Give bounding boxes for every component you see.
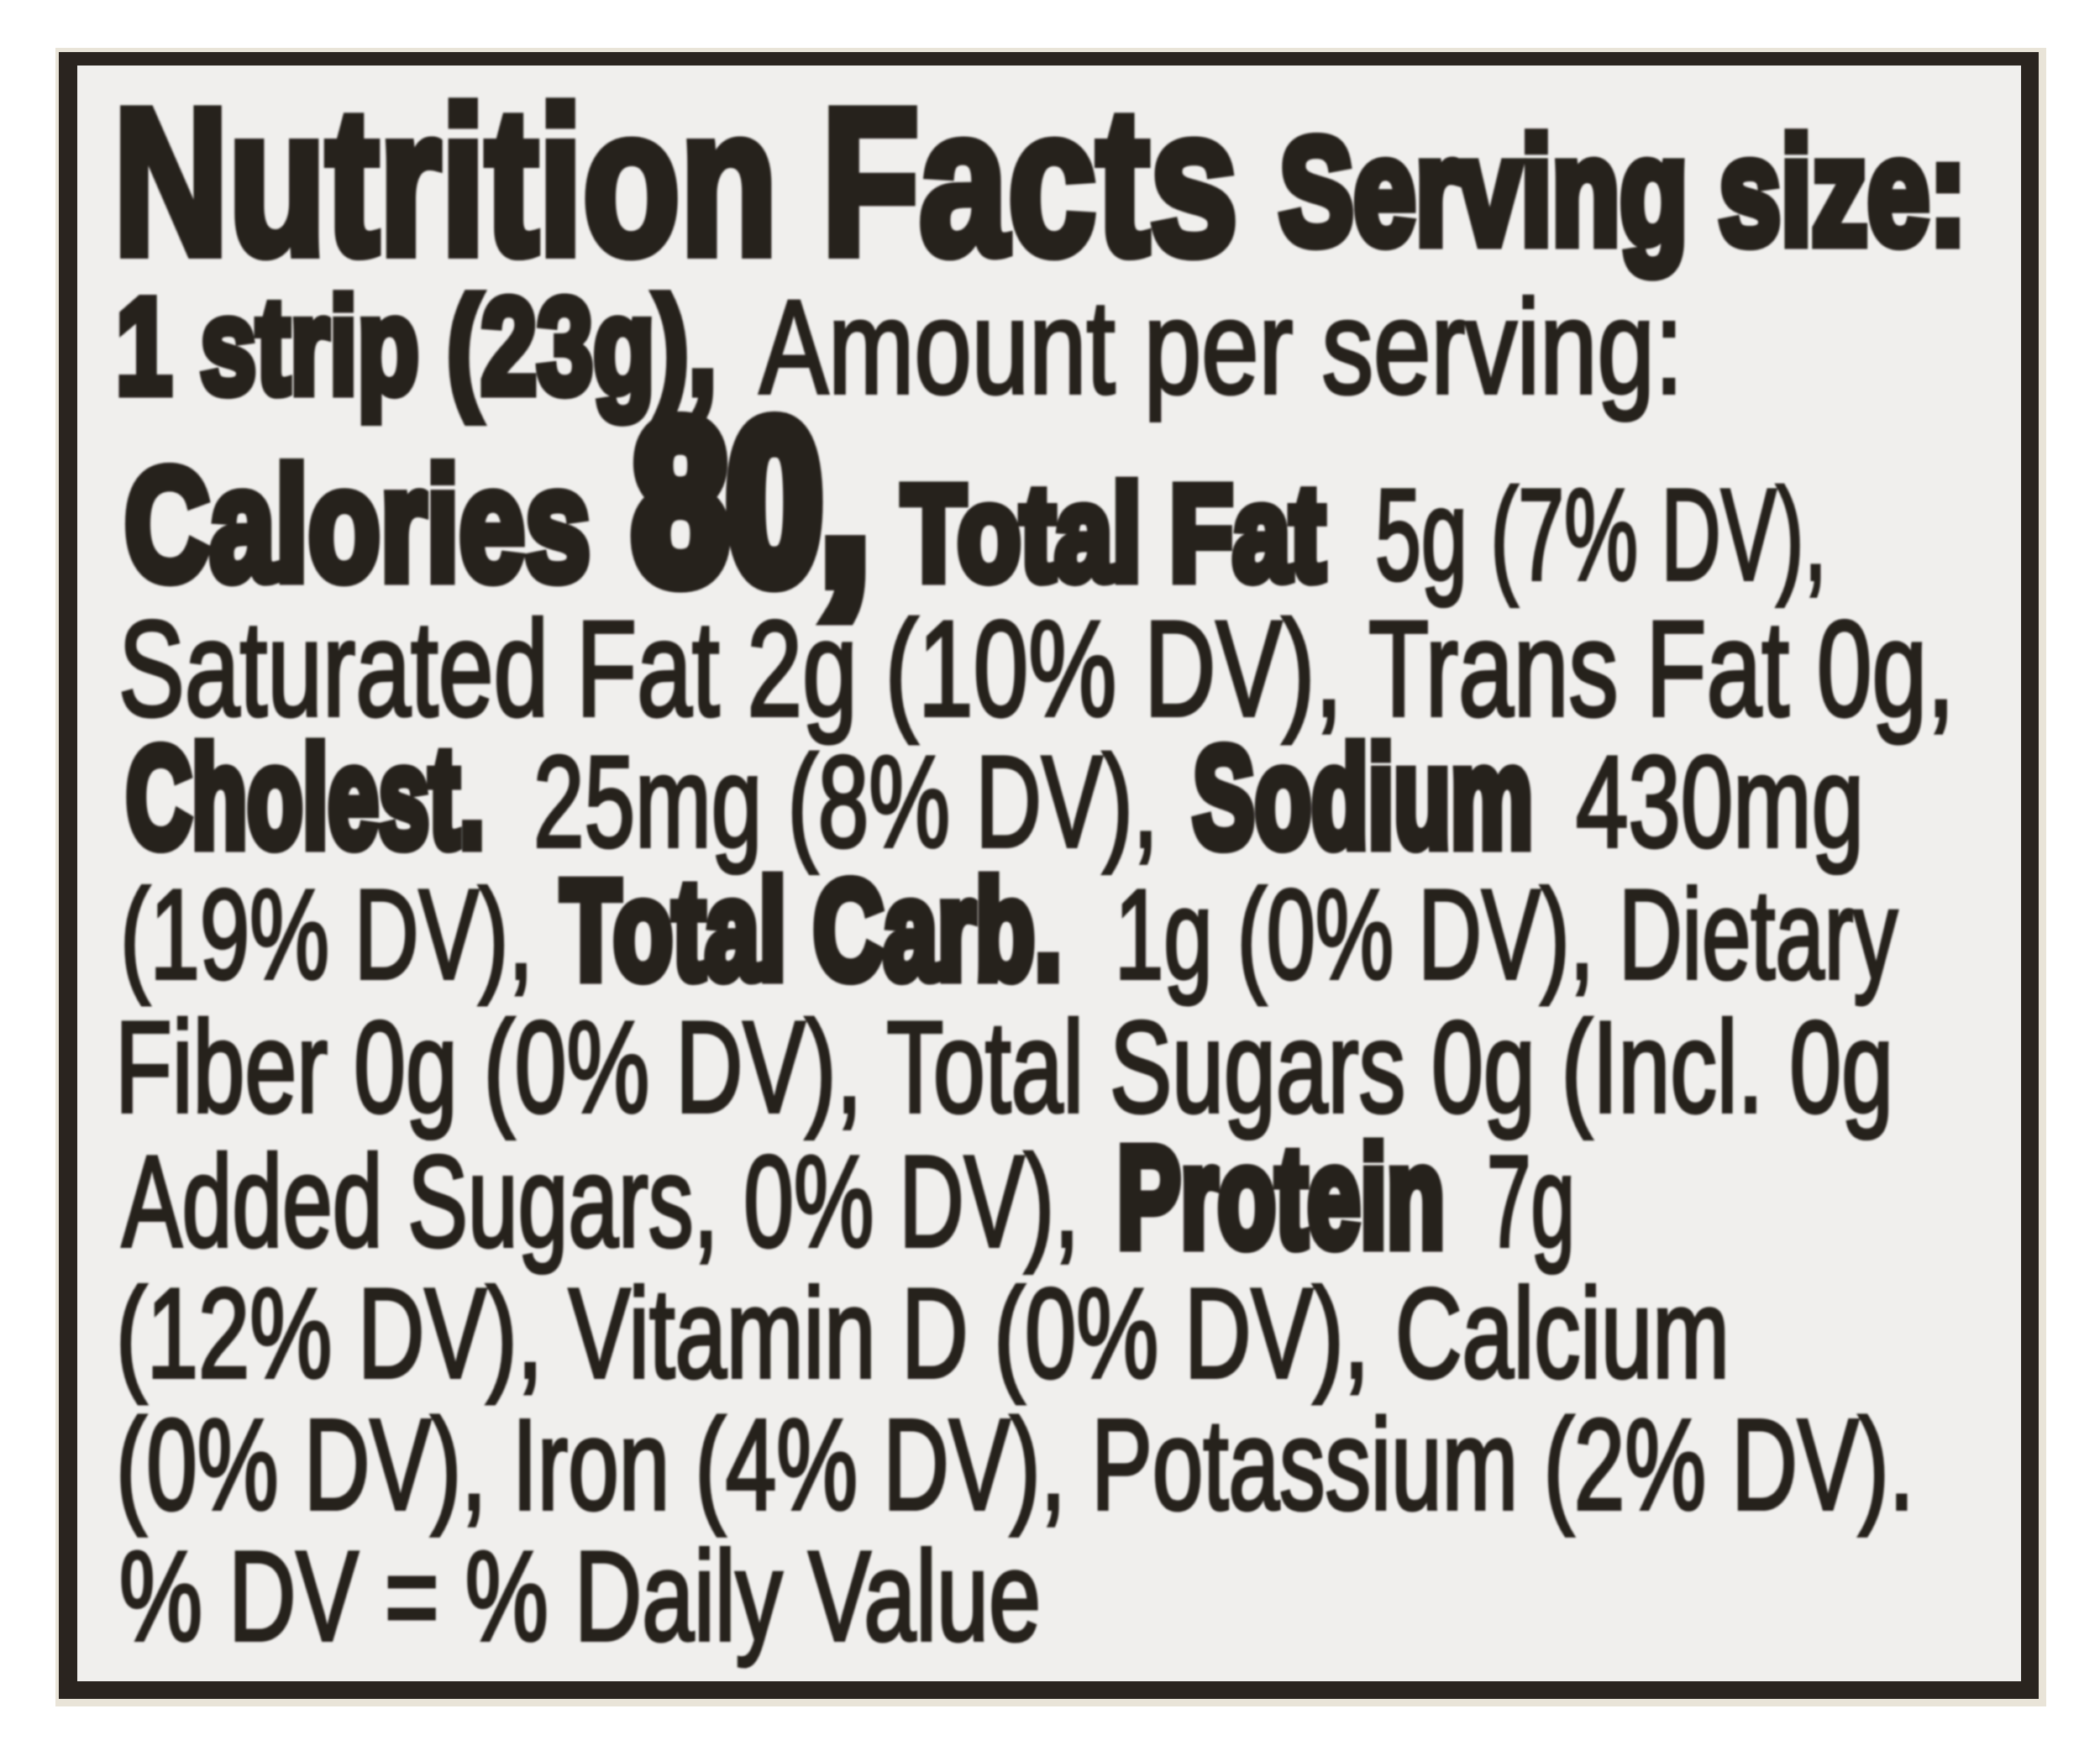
- svg-text:Total Fat: Total Fat: [902, 458, 1325, 608]
- svg-text:Nutrition Facts: Nutrition Facts: [113, 65, 1238, 298]
- svg-text:80,: 80,: [633, 375, 869, 627]
- svg-text:7g: 7g: [1487, 1129, 1575, 1274]
- svg-text:1g (0% DV), Dietary: 1g (0% DV), Dietary: [1115, 863, 1898, 1006]
- svg-text:% DV = % Daily Value: % DV = % Daily Value: [119, 1525, 1041, 1668]
- svg-text:(12% DV), Vitamin D (0% DV), C: (12% DV), Vitamin D (0% DV), Calcium: [116, 1262, 1730, 1405]
- svg-text:(0% DV), Iron (4% DV), Potassi: (0% DV), Iron (4% DV), Potassium (2% DV)…: [116, 1392, 1914, 1537]
- svg-text:Saturated Fat 2g (10% DV), Tra: Saturated Fat 2g (10% DV), Trans Fat 0g,: [118, 593, 1955, 745]
- svg-text:Cholest.: Cholest.: [126, 718, 485, 878]
- svg-text:Sodium: Sodium: [1193, 718, 1533, 878]
- svg-text:Serving size:: Serving size:: [1279, 107, 1966, 276]
- svg-text:5g (7% DV),: 5g (7% DV),: [1375, 462, 1827, 607]
- svg-text:Added Sugars, 0% DV),: Added Sugars, 0% DV),: [122, 1129, 1079, 1274]
- svg-text:Fiber 0g (0% DV), Total Sugars: Fiber 0g (0% DV), Total Sugars 0g (Incl.…: [115, 994, 1893, 1140]
- svg-text:Protein: Protein: [1117, 1118, 1445, 1277]
- svg-text:430mg: 430mg: [1576, 729, 1864, 874]
- svg-text:1 strip (23g),: 1 strip (23g),: [116, 270, 717, 422]
- svg-text:Calories: Calories: [124, 436, 591, 614]
- svg-text:(19% DV),: (19% DV),: [120, 863, 533, 1006]
- svg-text:25mg (8% DV),: 25mg (8% DV),: [533, 729, 1158, 874]
- svg-text:Amount per serving:: Amount per serving:: [759, 272, 1683, 422]
- svg-text:Total Carb.: Total Carb.: [561, 852, 1062, 1009]
